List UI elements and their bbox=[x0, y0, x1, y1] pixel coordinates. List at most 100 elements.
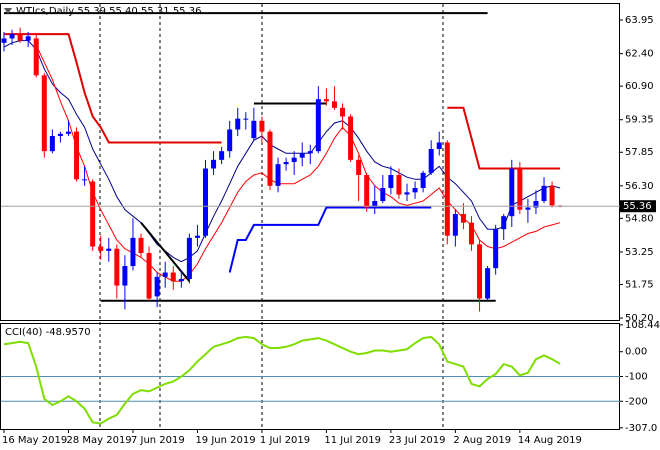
candle-body bbox=[323, 99, 329, 102]
candle-body bbox=[307, 151, 313, 154]
candle-body bbox=[154, 276, 160, 297]
candle-body bbox=[49, 135, 55, 152]
candle-body bbox=[549, 185, 555, 206]
candle-body bbox=[396, 175, 402, 195]
overlay-line bbox=[228, 206, 432, 273]
candle-body bbox=[331, 101, 337, 108]
y-tick-label: -100 bbox=[625, 372, 648, 383]
candle-body bbox=[468, 222, 474, 245]
candle-body bbox=[275, 164, 281, 186]
candle-body bbox=[130, 237, 136, 267]
candle-body bbox=[348, 116, 354, 160]
candle-body bbox=[428, 148, 434, 173]
y-tick-label: 0.00 bbox=[625, 347, 647, 358]
candle-body bbox=[9, 34, 15, 39]
candle-body bbox=[299, 153, 305, 158]
candle-body bbox=[194, 235, 200, 238]
x-tick-label: 16 May 2019 bbox=[2, 435, 67, 446]
candle-body bbox=[340, 107, 346, 117]
symbol-title: WTIcs,Daily bbox=[16, 6, 74, 17]
y-tick-label: 54.80 bbox=[625, 213, 654, 224]
candle-body bbox=[243, 118, 249, 120]
y-tick-label: 59.35 bbox=[625, 115, 654, 126]
candle-body bbox=[533, 201, 539, 208]
candle-body bbox=[444, 142, 450, 236]
candle-body bbox=[460, 214, 466, 223]
x-tick-label: 11 Jul 2019 bbox=[324, 435, 381, 446]
candle-body bbox=[114, 248, 120, 286]
high-readout: 55.40 bbox=[109, 6, 138, 17]
y-tick-label: -307.0 bbox=[625, 423, 657, 434]
y-tick-label: 108.4497 bbox=[625, 320, 660, 331]
cci-line bbox=[3, 335, 561, 425]
candle-body bbox=[162, 272, 168, 277]
candle-body bbox=[186, 237, 192, 280]
candle-body bbox=[138, 237, 144, 254]
y-tick-label: 60.90 bbox=[625, 81, 654, 92]
overlay-line bbox=[3, 40, 561, 263]
candle-body bbox=[477, 244, 483, 299]
candle-body bbox=[517, 168, 523, 210]
candle-body bbox=[57, 133, 63, 136]
candle-body bbox=[404, 192, 410, 195]
y-tick-label: 62.40 bbox=[625, 49, 654, 60]
x-tick-label: 2 Aug 2019 bbox=[453, 435, 511, 446]
cci-header: CCI(40) -48.9570 bbox=[5, 327, 91, 338]
cci-readout: -48.9570 bbox=[46, 327, 91, 338]
candle-body bbox=[122, 266, 128, 286]
candle-body bbox=[493, 229, 499, 269]
candle-body bbox=[541, 185, 547, 202]
candle-body bbox=[219, 151, 225, 160]
y-tick-label: 57.85 bbox=[625, 147, 654, 158]
candle-body bbox=[74, 131, 80, 180]
header-icon bbox=[4, 8, 12, 14]
candle-body bbox=[436, 142, 442, 149]
candle-body bbox=[315, 99, 321, 152]
candle-body bbox=[82, 179, 88, 181]
candle-body bbox=[412, 188, 418, 193]
x-tick-label: 19 Jun 2019 bbox=[195, 435, 255, 446]
candle-body bbox=[227, 129, 233, 152]
candle-body bbox=[203, 168, 208, 236]
candle-body bbox=[291, 157, 297, 162]
candle-body bbox=[65, 131, 71, 134]
candle-body bbox=[251, 120, 257, 139]
x-tick-label: 28 May 2019 bbox=[66, 435, 131, 446]
candle-body bbox=[388, 175, 394, 189]
candle-body bbox=[372, 201, 378, 208]
candle-body bbox=[420, 172, 426, 189]
candle-body bbox=[380, 188, 386, 202]
x-tick-label: 7 Jun 2019 bbox=[131, 435, 185, 446]
x-tick-label: 1 Jul 2019 bbox=[260, 435, 310, 446]
candle-body bbox=[501, 216, 507, 230]
y-tick-label: -200 bbox=[625, 396, 648, 407]
y-tick-label: 56.30 bbox=[625, 181, 654, 192]
candle-body bbox=[25, 36, 31, 41]
candle-body bbox=[106, 248, 112, 251]
price-panel bbox=[0, 3, 620, 321]
open-readout: 55.39 bbox=[77, 6, 106, 17]
close-readout: 55.36 bbox=[173, 6, 202, 17]
cci-title: CCI(40) bbox=[5, 327, 43, 338]
header: WTIcs,Daily 55.39 55.40 55.31 55.36 bbox=[16, 6, 201, 17]
candle-body bbox=[364, 175, 370, 208]
candle-body bbox=[1, 38, 7, 43]
plot-layer: 63.95 62.40 60.90 59.35 57.85 56.30 54.80 53.25… bbox=[1, 12, 660, 446]
y-tick-label: 53.25 bbox=[625, 247, 654, 258]
candle-body bbox=[41, 75, 47, 152]
x-tick-label: 14 Aug 2019 bbox=[518, 435, 582, 446]
candle-body bbox=[146, 253, 152, 299]
candle-body bbox=[211, 159, 217, 169]
y-tick-label: 51.75 bbox=[625, 279, 654, 290]
candle-body bbox=[509, 168, 515, 217]
y-tick-label: 63.95 bbox=[625, 15, 654, 26]
candle-body bbox=[485, 268, 491, 299]
candle-body bbox=[259, 120, 265, 132]
overlay-line bbox=[4, 33, 561, 170]
candle-body bbox=[17, 34, 23, 41]
price-box-label: 55.36 bbox=[623, 201, 652, 212]
price-box bbox=[620, 200, 656, 213]
candle-body bbox=[98, 246, 104, 251]
